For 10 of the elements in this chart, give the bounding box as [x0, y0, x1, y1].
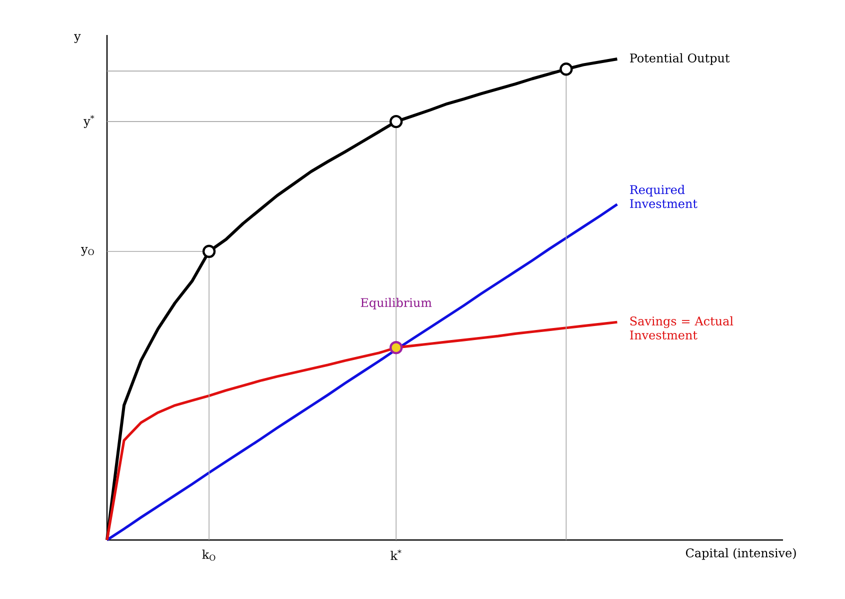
x-tick-label: k$_{O}$ — [202, 550, 216, 561]
series-label: Potential Output — [630, 53, 730, 65]
series-label: Savings = Actual Investment — [630, 316, 734, 340]
y-axis-title: y — [74, 34, 81, 44]
x-tick-label: k$^{*}$ — [390, 550, 402, 560]
annotation: Equilibrium — [360, 298, 432, 310]
ref-line-label: y$_{O}$ — [81, 246, 94, 256]
text: Capital (intensive) — [686, 548, 796, 560]
ref-line-label: y$^{*}$ — [84, 115, 94, 128]
series-label: Required Investment — [630, 184, 698, 208]
